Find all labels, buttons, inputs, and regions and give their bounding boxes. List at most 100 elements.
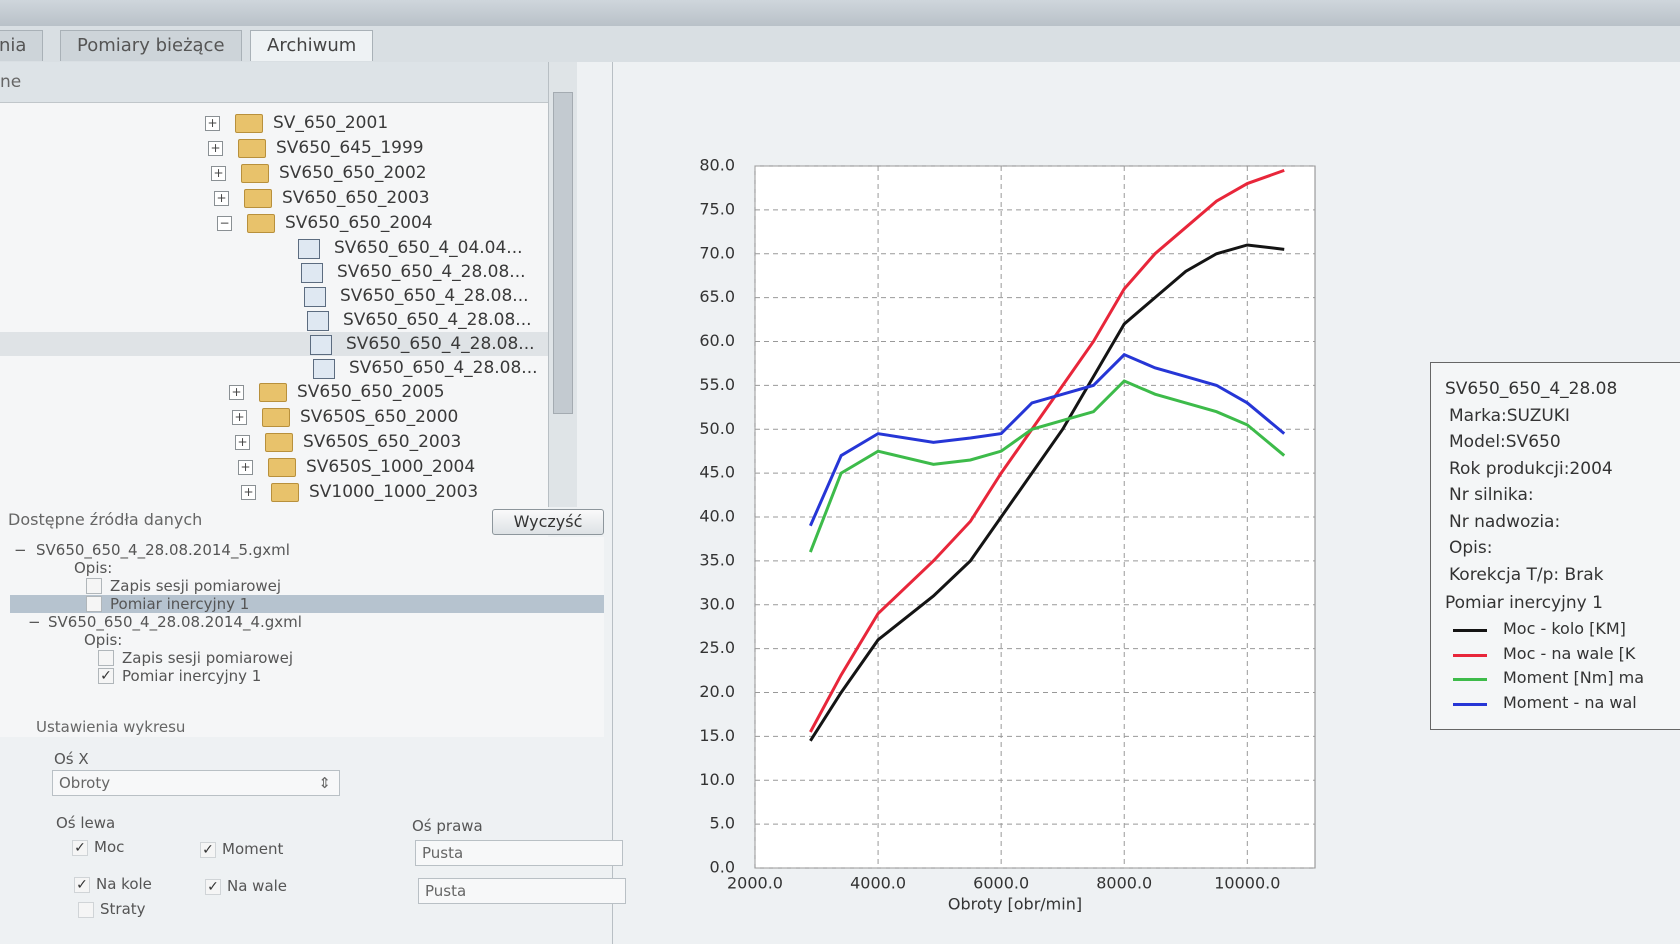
expander[interactable]: + xyxy=(235,435,250,450)
scroll-thumb[interactable] xyxy=(553,92,573,414)
clear-button[interactable]: Wyczyść xyxy=(492,509,604,535)
y-tick-label: 40.0 xyxy=(699,507,735,526)
info-line: Opis: xyxy=(1449,538,1493,558)
y-tick-label: 60.0 xyxy=(699,331,735,350)
sources-list: − SV650_650_4_28.08.2014_5.gxml Opis: Zapis… xyxy=(0,537,604,737)
info-line: Model:SV650 xyxy=(1449,432,1561,452)
tree-item[interactable]: SV650_645_1999 xyxy=(276,138,424,158)
y-tick-label: 10.0 xyxy=(699,770,735,789)
folder-icon xyxy=(235,114,263,133)
tree-item[interactable]: SV650_650_2003 xyxy=(282,188,430,208)
y-tick-label: 35.0 xyxy=(699,550,735,569)
section-title: Ustawienia wykresu xyxy=(36,718,186,736)
file-icon xyxy=(298,239,320,259)
source-item[interactable]: Pomiar inercyjny 1 xyxy=(110,595,250,613)
y-tick-label: 55.0 xyxy=(699,375,735,394)
checkbox[interactable] xyxy=(98,650,114,666)
tree-item[interactable]: SV650S_650_2003 xyxy=(303,432,462,452)
source-item[interactable]: Pomiar inercyjny 1 xyxy=(122,667,262,685)
tree-item[interactable]: SV650S_1000_2004 xyxy=(306,457,476,477)
folder-icon xyxy=(265,433,293,452)
tree-item[interactable]: SV650_650_4_28.08... xyxy=(349,358,538,378)
x-tick-label: 4000.0 xyxy=(850,874,906,893)
source-file[interactable]: SV650_650_4_28.08.2014_4.gxml xyxy=(48,613,302,631)
y-tick-label: 15.0 xyxy=(699,726,735,745)
expander[interactable]: + xyxy=(241,485,256,500)
legend-swatch xyxy=(1453,653,1487,657)
tree-item[interactable]: SV650_650_4_28.08... xyxy=(337,262,526,282)
checkbox-label[interactable]: Straty xyxy=(100,900,146,918)
file-icon xyxy=(301,263,323,283)
folder-icon xyxy=(244,189,272,208)
folder-icon xyxy=(247,214,275,233)
y-tick-label: 65.0 xyxy=(699,287,735,306)
info-line: Korekcja T/p: Brak xyxy=(1449,564,1604,585)
file-icon xyxy=(307,311,329,331)
checkbox-label[interactable]: Na kole xyxy=(96,875,152,893)
source-item[interactable]: Zapis sesji pomiarowej xyxy=(110,577,282,595)
tree-item[interactable]: SV650_650_2004 xyxy=(285,213,433,233)
checkbox-label[interactable]: Moment xyxy=(222,840,284,858)
checkbox-label[interactable]: Moc xyxy=(94,838,125,856)
tree-item[interactable]: SV650_650_4_28.08... xyxy=(340,286,529,306)
source-item[interactable]: Zapis sesji pomiarowej xyxy=(122,649,294,667)
x-axis-select[interactable]: Obroty ⇕ xyxy=(52,770,340,796)
tree-item[interactable]: SV650_650_4_28.08... xyxy=(346,334,535,354)
tree-item[interactable]: SV650S_650_2000 xyxy=(300,407,459,427)
right-axis-select[interactable]: Pusta xyxy=(415,840,623,866)
x-tick-label: 10000.0 xyxy=(1214,874,1280,893)
checkbox[interactable]: ✓ xyxy=(200,842,216,858)
tab[interactable]: nia xyxy=(0,30,44,61)
x-axis-title: Obroty [obr/min] xyxy=(948,895,1082,914)
tree-header: ne xyxy=(0,62,548,103)
expander[interactable]: + xyxy=(208,141,223,156)
tree-item[interactable]: SV650_650_2005 xyxy=(297,382,445,402)
checkbox[interactable] xyxy=(86,596,102,612)
scrollbar[interactable] xyxy=(548,62,577,507)
tab[interactable]: Pomiary bieżące xyxy=(60,30,242,61)
legend-swatch xyxy=(1453,702,1487,706)
folder-icon xyxy=(241,164,269,183)
checkbox[interactable] xyxy=(86,578,102,594)
expander[interactable]: + xyxy=(229,385,244,400)
label: Opis: xyxy=(74,559,113,577)
file-icon xyxy=(313,359,335,379)
expander[interactable]: + xyxy=(238,460,253,475)
expander[interactable]: + xyxy=(232,410,247,425)
checkbox[interactable] xyxy=(78,902,94,918)
checkbox-label[interactable]: Na wale xyxy=(227,877,288,895)
checkbox[interactable]: ✓ xyxy=(205,879,221,895)
tree-item[interactable]: SV1000_1000_2003 xyxy=(309,482,479,502)
label: Opis: xyxy=(84,631,123,649)
tree-item[interactable]: SV650_650_4_28.08... xyxy=(343,310,532,330)
info-line: Nr silnika: xyxy=(1449,485,1534,505)
tree-item[interactable]: SV_650_2001 xyxy=(273,113,389,133)
tree-item[interactable]: SV650_650_4_04.04... xyxy=(334,238,523,258)
checkbox[interactable]: ✓ xyxy=(74,877,90,893)
x-tick-label: 8000.0 xyxy=(1096,874,1152,893)
expander[interactable]: + xyxy=(205,116,220,131)
series-line xyxy=(809,243,1285,742)
collapse: − xyxy=(28,613,41,631)
y-tick-label: 80.0 xyxy=(699,156,735,175)
select-arrow: ⇕ xyxy=(318,774,331,792)
checkbox[interactable]: ✓ xyxy=(72,840,88,856)
series-line xyxy=(809,168,1285,733)
selection xyxy=(10,595,604,613)
expander[interactable]: + xyxy=(214,191,229,206)
tree-item[interactable]: SV650_650_2002 xyxy=(279,163,427,183)
source-file[interactable]: SV650_650_4_28.08.2014_5.gxml xyxy=(36,541,290,559)
expander[interactable]: − xyxy=(217,216,232,231)
tab[interactable]: Archiwum xyxy=(250,30,374,61)
info-line: Marka:SUZUKI xyxy=(1449,405,1570,426)
left-panel: ne + SV_650_2001 + SV650_645_1999 + SV650_650… xyxy=(0,62,626,944)
right-axis-select[interactable]: Pusta xyxy=(418,878,626,904)
legend-label: Moment [Nm] ma xyxy=(1503,668,1645,687)
legend-label: Moc - na wale [K xyxy=(1503,643,1636,663)
label: Oś lewa xyxy=(56,814,116,832)
checkbox[interactable]: ✓ xyxy=(98,668,114,684)
expander[interactable]: + xyxy=(211,166,226,181)
legend-label: Moc - kolo [KM] xyxy=(1503,619,1626,638)
label: Oś X xyxy=(54,750,89,768)
